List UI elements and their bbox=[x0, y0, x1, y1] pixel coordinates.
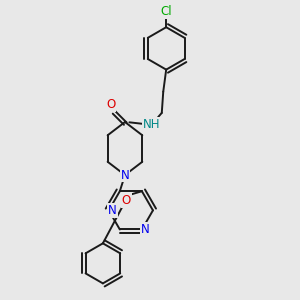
Text: NH: NH bbox=[143, 118, 160, 131]
Text: O: O bbox=[122, 194, 131, 207]
Text: N: N bbox=[121, 169, 129, 182]
Text: N: N bbox=[108, 204, 117, 217]
Text: N: N bbox=[141, 223, 150, 236]
Text: O: O bbox=[106, 98, 116, 111]
Text: Cl: Cl bbox=[160, 5, 172, 18]
